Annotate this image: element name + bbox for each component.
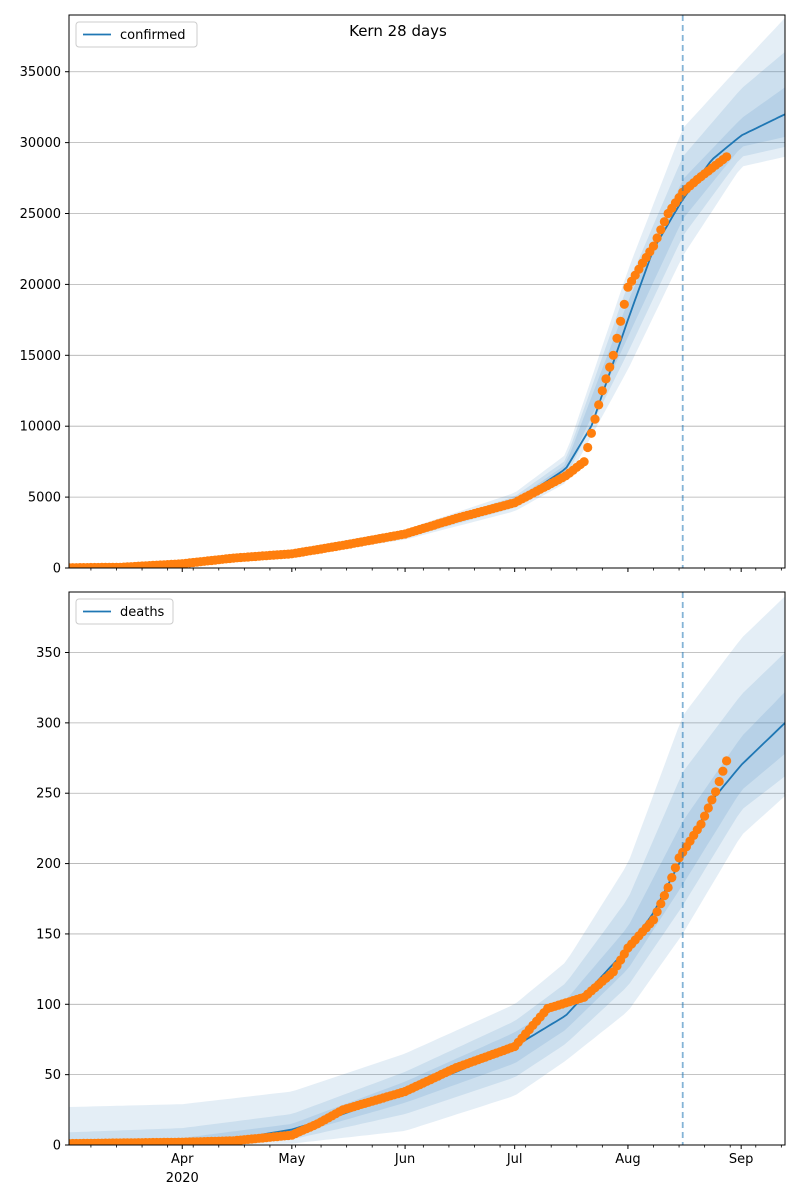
y-tick-label: 200 bbox=[36, 857, 61, 872]
observed-point bbox=[608, 350, 618, 360]
y-tick-label: 350 bbox=[36, 646, 61, 661]
axes-frame bbox=[68, 591, 786, 1146]
observed-point bbox=[597, 386, 607, 396]
y-tick-label: 100 bbox=[36, 998, 61, 1013]
observed-point bbox=[583, 442, 593, 453]
confirmed-panel: 0 5000 10000 15000 20000 25000 30000 35000 confi… bbox=[20, 14, 786, 577]
x-tick-label: Jun bbox=[394, 1152, 415, 1167]
uncertainty-band bbox=[69, 596, 785, 1145]
y-tick-label: 10000 bbox=[20, 420, 61, 435]
legend-box bbox=[75, 598, 174, 625]
y-tick-label: 250 bbox=[36, 787, 61, 802]
observed-point bbox=[714, 776, 724, 787]
legend-label: confirmed bbox=[120, 28, 186, 43]
figure-title: Kern 28 days bbox=[349, 22, 447, 40]
legend-box bbox=[75, 21, 198, 48]
x-year-label: 2020 bbox=[166, 1171, 199, 1186]
observed-point bbox=[579, 457, 589, 467]
y-tick-label: 25000 bbox=[20, 207, 61, 222]
y-tick-label: 5000 bbox=[28, 491, 61, 506]
axes-frame bbox=[68, 14, 786, 569]
y-tick-label: 35000 bbox=[20, 65, 61, 80]
x-tick-label: Aug bbox=[615, 1152, 640, 1167]
y-tick-label: 20000 bbox=[20, 278, 61, 293]
observed-point bbox=[612, 333, 622, 343]
y-tick-label: 30000 bbox=[20, 136, 61, 151]
observed-point bbox=[656, 225, 666, 235]
observed-point bbox=[696, 819, 706, 829]
observed-point bbox=[667, 873, 677, 883]
uncertainty-band bbox=[69, 652, 785, 1145]
y-tick-label: 150 bbox=[36, 927, 61, 942]
observed-point bbox=[601, 374, 611, 384]
x-tick-label: Jul bbox=[506, 1152, 523, 1167]
observed-point bbox=[616, 316, 626, 326]
observed-point bbox=[670, 863, 681, 873]
y-tick-label: 0 bbox=[53, 1139, 61, 1154]
x-tick-label: May bbox=[278, 1152, 305, 1167]
uncertainty-band bbox=[69, 691, 785, 1145]
observed-point bbox=[652, 233, 662, 243]
observed-point bbox=[700, 811, 710, 821]
observed-point bbox=[718, 766, 728, 776]
observed-point bbox=[594, 400, 604, 410]
observed-point bbox=[703, 803, 713, 813]
y-tick-label: 15000 bbox=[20, 349, 61, 364]
plot-area bbox=[69, 17, 785, 568]
observed-point bbox=[722, 152, 732, 162]
observed-point bbox=[722, 756, 732, 766]
y-tick-label: 50 bbox=[44, 1068, 61, 1083]
uncertainty-band bbox=[69, 17, 785, 568]
y-tick-label: 0 bbox=[53, 562, 61, 577]
observed-point bbox=[590, 414, 600, 424]
observed-point bbox=[663, 882, 673, 893]
observed-point bbox=[648, 241, 659, 251]
observed-point bbox=[656, 899, 666, 909]
observed-point bbox=[707, 795, 717, 805]
legend-label: deaths bbox=[120, 605, 165, 620]
x-tick-label: Sep bbox=[729, 1152, 754, 1167]
observed-point bbox=[619, 299, 629, 309]
observed-point bbox=[711, 787, 721, 797]
observed-point bbox=[659, 891, 670, 901]
deaths-panel: 0 50 100 150 200 250 300 350 Apr May Jun Jul Aug Sep 2… bbox=[36, 591, 786, 1186]
observed-point bbox=[652, 907, 662, 917]
observed-point bbox=[605, 362, 615, 372]
uncertainty-band bbox=[69, 51, 785, 568]
plot-area bbox=[69, 596, 785, 1145]
x-tick-label: Apr bbox=[171, 1152, 194, 1167]
observed-point bbox=[586, 428, 597, 438]
y-tick-label: 300 bbox=[36, 716, 61, 731]
observed-point bbox=[659, 217, 670, 227]
observed-point bbox=[648, 915, 659, 925]
